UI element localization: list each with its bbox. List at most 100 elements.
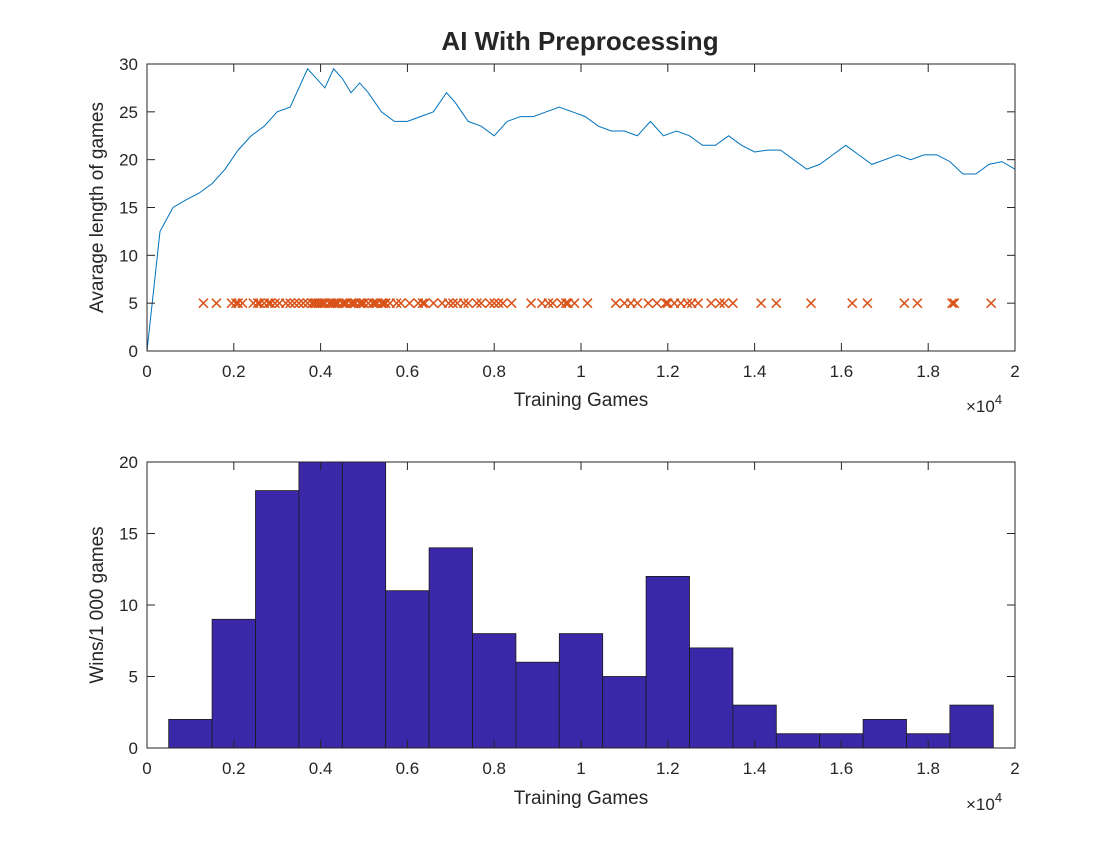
line-plot-x-exponent-base: ×10 — [966, 397, 995, 416]
win-marker-stroke-b — [610, 298, 621, 309]
histogram-plot-x-exponent-base: ×10 — [966, 795, 995, 814]
win-marker-stroke-b — [660, 298, 671, 309]
win-marker — [660, 298, 671, 309]
win-marker-stroke-b — [506, 298, 517, 309]
histogram-bar — [602, 676, 647, 749]
histogram-plot-marks — [168, 461, 994, 749]
win-marker — [289, 298, 300, 309]
win-marker — [443, 298, 454, 309]
win-marker-stroke-b — [899, 298, 910, 309]
win-marker — [682, 298, 693, 309]
histogram-bar — [211, 618, 256, 749]
win-marker-stroke-b — [543, 298, 554, 309]
win-marker — [447, 298, 459, 309]
line-plot-ytick-label: 20 — [119, 151, 138, 170]
win-marker — [484, 298, 495, 309]
win-marker-stroke-b — [337, 298, 348, 309]
win-marker-stroke-b — [293, 298, 304, 309]
win-marker — [198, 298, 209, 309]
win-marker-stroke-b — [493, 298, 504, 309]
win-marker-stroke-b — [719, 298, 730, 309]
win-marker — [458, 298, 469, 309]
win-marker — [404, 298, 415, 309]
win-marker-stroke-b — [471, 298, 482, 309]
line-plot-ylabel: Avarage length of games — [87, 102, 108, 313]
line-plot-xtick-label: 1.8 — [916, 362, 940, 381]
win-marker-stroke-b — [949, 298, 960, 309]
win-marker — [285, 298, 296, 309]
win-marker — [582, 298, 593, 309]
histogram-plot-xtick-label: 0.4 — [309, 759, 333, 778]
win-marker-stroke-b — [805, 298, 817, 309]
win-marker-stroke-b — [419, 298, 430, 309]
histogram-bar — [385, 590, 430, 749]
histogram-plot-xtick-label: 1.8 — [916, 759, 940, 778]
histogram-bar — [775, 733, 821, 749]
histogram-bar — [341, 461, 387, 749]
win-marker-stroke-b — [476, 298, 487, 309]
win-marker — [211, 298, 222, 309]
win-marker-stroke-b — [582, 298, 593, 309]
win-marker — [547, 298, 558, 309]
line-plot-ytick-label: 5 — [129, 294, 138, 313]
win-marker-stroke-b — [682, 298, 693, 309]
win-marker — [632, 298, 643, 309]
win-marker — [899, 298, 910, 309]
win-marker — [569, 298, 580, 309]
win-marker-stroke-b — [912, 298, 923, 309]
win-marker — [506, 298, 517, 309]
histogram-plot-xtick-label: 1 — [576, 759, 585, 778]
win-marker-stroke-b — [391, 298, 402, 309]
histogram-plot-ytick-label: 0 — [129, 739, 138, 758]
win-marker — [293, 298, 304, 309]
win-marker-stroke-b — [847, 298, 858, 309]
win-marker-stroke-b — [727, 298, 738, 309]
win-marker-stroke-b — [237, 298, 248, 309]
histogram-plot-ytick-label: 5 — [129, 668, 138, 687]
histogram-bar — [689, 647, 734, 749]
win-marker-stroke-b — [417, 298, 428, 309]
win-marker-stroke-b — [526, 298, 537, 309]
win-marker — [714, 298, 725, 309]
win-marker — [610, 298, 621, 309]
line-plot-xtick-label: 0.2 — [222, 362, 246, 381]
win-marker-stroke-b — [986, 298, 997, 309]
win-marker-stroke-b — [233, 298, 244, 309]
win-marker-stroke-b — [484, 298, 495, 309]
histogram-plot-xtick-label: 0.6 — [396, 759, 420, 778]
win-marker-stroke-b — [328, 298, 339, 309]
win-marker-stroke-b — [280, 298, 291, 309]
line-plot-xtick-label: 1.4 — [743, 362, 767, 381]
histogram-bar — [558, 633, 604, 749]
histogram-bar — [645, 576, 690, 749]
win-marker-stroke-b — [643, 298, 654, 309]
win-marker — [237, 298, 248, 309]
line-plot-xtick-label: 1.2 — [656, 362, 680, 381]
histogram-plot-ytick-label: 15 — [119, 525, 138, 544]
histogram-bar — [472, 633, 517, 749]
win-marker — [560, 298, 571, 309]
win-marker-stroke-b — [354, 298, 365, 309]
win-marker — [233, 298, 244, 309]
win-marker-stroke-b — [380, 298, 391, 309]
win-marker — [380, 298, 391, 309]
win-marker — [280, 298, 291, 309]
win-marker-stroke-b — [569, 298, 580, 309]
histogram-bar — [255, 490, 300, 749]
histogram-bar — [515, 661, 560, 749]
win-marker-stroke-b — [447, 298, 459, 309]
win-marker — [354, 298, 365, 309]
histogram-plot-xtick-label: 0 — [142, 759, 151, 778]
win-marker — [543, 298, 554, 309]
histogram-plot-xtick-label: 1.2 — [656, 759, 680, 778]
win-marker — [727, 298, 738, 309]
win-marker — [719, 298, 730, 309]
histogram-plot-xtick-label: 1.4 — [743, 759, 767, 778]
line-plot-x-exponent-power: 4 — [995, 392, 1002, 407]
histogram-bar — [168, 719, 213, 749]
win-marker — [643, 298, 654, 309]
win-marker — [651, 298, 662, 309]
win-marker — [315, 298, 326, 309]
